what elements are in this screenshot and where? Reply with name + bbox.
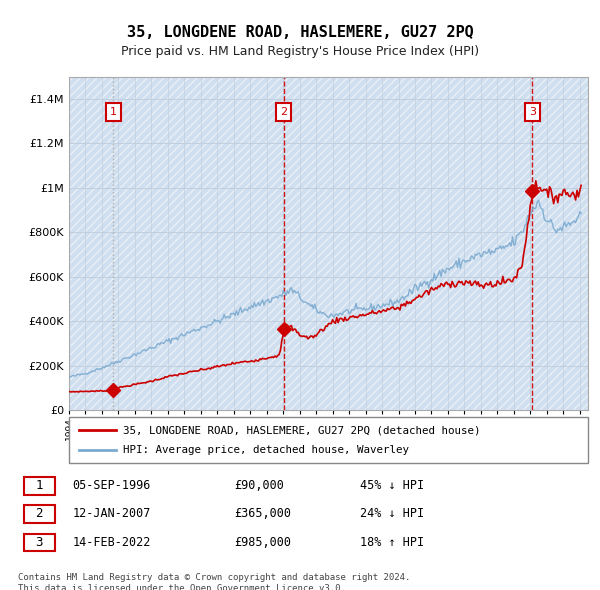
Text: HPI: Average price, detached house, Waverley: HPI: Average price, detached house, Wave… bbox=[124, 445, 409, 455]
Text: 2: 2 bbox=[35, 507, 43, 520]
Text: Contains HM Land Registry data © Crown copyright and database right 2024.
This d: Contains HM Land Registry data © Crown c… bbox=[18, 573, 410, 590]
Text: 05-SEP-1996: 05-SEP-1996 bbox=[72, 480, 151, 493]
Text: 12-JAN-2007: 12-JAN-2007 bbox=[72, 507, 151, 520]
FancyBboxPatch shape bbox=[69, 417, 588, 463]
Text: 35, LONGDENE ROAD, HASLEMERE, GU27 2PQ: 35, LONGDENE ROAD, HASLEMERE, GU27 2PQ bbox=[127, 25, 473, 40]
Text: £985,000: £985,000 bbox=[235, 536, 292, 549]
FancyBboxPatch shape bbox=[24, 534, 55, 552]
Text: 1: 1 bbox=[35, 480, 43, 493]
Text: 18% ↑ HPI: 18% ↑ HPI bbox=[360, 536, 424, 549]
Text: 3: 3 bbox=[529, 107, 536, 117]
Text: 14-FEB-2022: 14-FEB-2022 bbox=[72, 536, 151, 549]
Text: 35, LONGDENE ROAD, HASLEMERE, GU27 2PQ (detached house): 35, LONGDENE ROAD, HASLEMERE, GU27 2PQ (… bbox=[124, 425, 481, 435]
Text: £90,000: £90,000 bbox=[235, 480, 284, 493]
Text: 2: 2 bbox=[280, 107, 287, 117]
FancyBboxPatch shape bbox=[24, 505, 55, 523]
FancyBboxPatch shape bbox=[24, 477, 55, 494]
Text: 3: 3 bbox=[35, 536, 43, 549]
Text: 45% ↓ HPI: 45% ↓ HPI bbox=[360, 480, 424, 493]
Text: Price paid vs. HM Land Registry's House Price Index (HPI): Price paid vs. HM Land Registry's House … bbox=[121, 45, 479, 58]
Text: £365,000: £365,000 bbox=[235, 507, 292, 520]
Text: 1: 1 bbox=[110, 107, 116, 117]
Text: 24% ↓ HPI: 24% ↓ HPI bbox=[360, 507, 424, 520]
